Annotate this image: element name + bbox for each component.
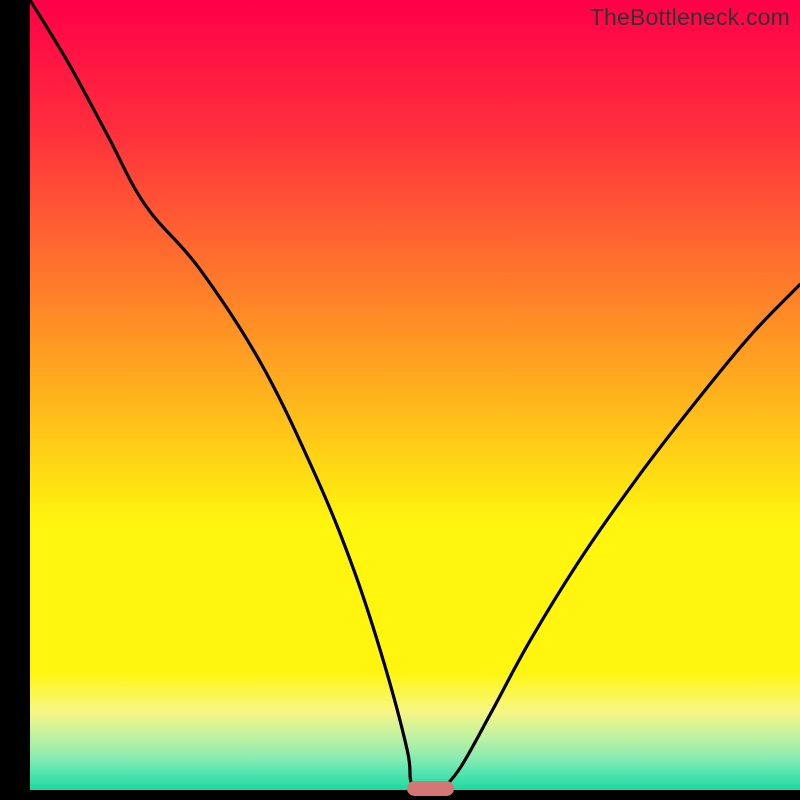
right-branch-curve <box>442 284 800 790</box>
curve-svg <box>30 0 800 790</box>
chart-frame: TheBottleneck.com <box>0 0 800 800</box>
left-branch-curve <box>30 0 442 790</box>
plot-area <box>30 0 800 790</box>
bottleneck-marker <box>407 781 455 795</box>
watermark-text: TheBottleneck.com <box>590 4 790 31</box>
